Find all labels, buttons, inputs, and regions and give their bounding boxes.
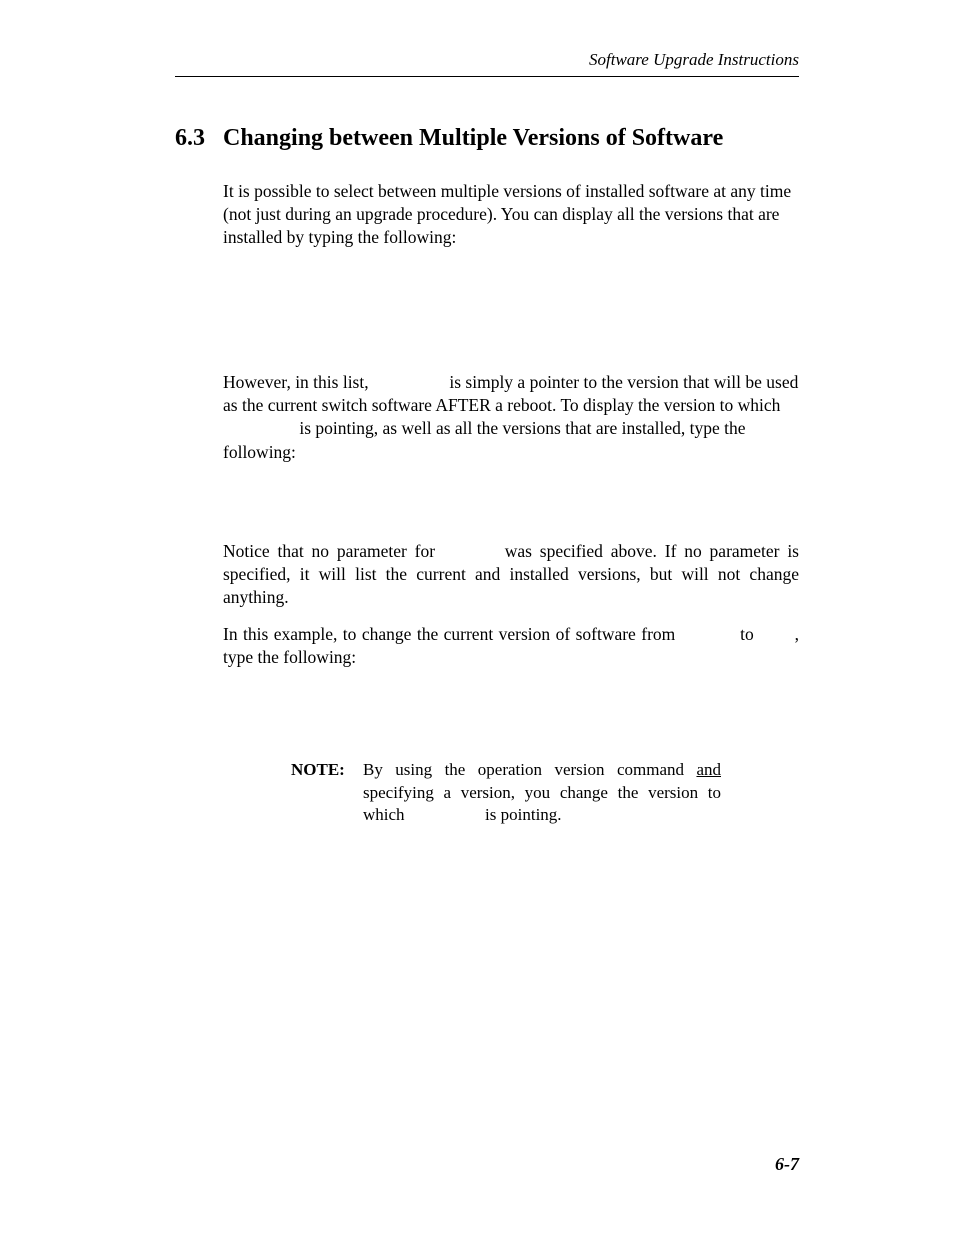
running-header: Software Upgrade Instructions: [175, 50, 799, 77]
section-title: Changing between Multiple Versions of So…: [223, 125, 723, 152]
note-text: By using the operation version command a…: [363, 759, 721, 826]
paragraph-2-c: is pointing, as well as all the versions…: [223, 418, 746, 461]
code-gap-3: [223, 683, 799, 727]
paragraph-1: It is possible to select between multipl…: [223, 180, 799, 249]
paragraph-4-b: to: [735, 624, 759, 644]
code-gap-1: [223, 263, 799, 371]
note-label: NOTE:: [291, 759, 363, 826]
paragraph-3-a: Notice that no parameter for: [223, 541, 443, 561]
note: NOTE: By using the operation version com…: [291, 759, 721, 826]
paragraph-3: Notice that no parameter for was specifi…: [223, 540, 799, 609]
note-text-c: is pointing.: [481, 805, 562, 824]
page: Software Upgrade Instructions 6.3 Changi…: [0, 0, 954, 1235]
paragraph-2: However, in this list, is simply a point…: [223, 371, 799, 463]
paragraph-4-a: In this example, to change the current v…: [223, 624, 681, 644]
code-gap-2: [223, 478, 799, 540]
section-number: 6.3: [175, 125, 223, 152]
page-number: 6-7: [775, 1154, 799, 1175]
section-heading: 6.3 Changing between Multiple Versions o…: [175, 125, 799, 152]
paragraph-2-a: However, in this list,: [223, 372, 373, 392]
note-underlined: and: [696, 760, 721, 779]
body: It is possible to select between multipl…: [223, 180, 799, 826]
paragraph-4: In this example, to change the current v…: [223, 623, 799, 669]
note-text-a: By using the operation version command: [363, 760, 696, 779]
